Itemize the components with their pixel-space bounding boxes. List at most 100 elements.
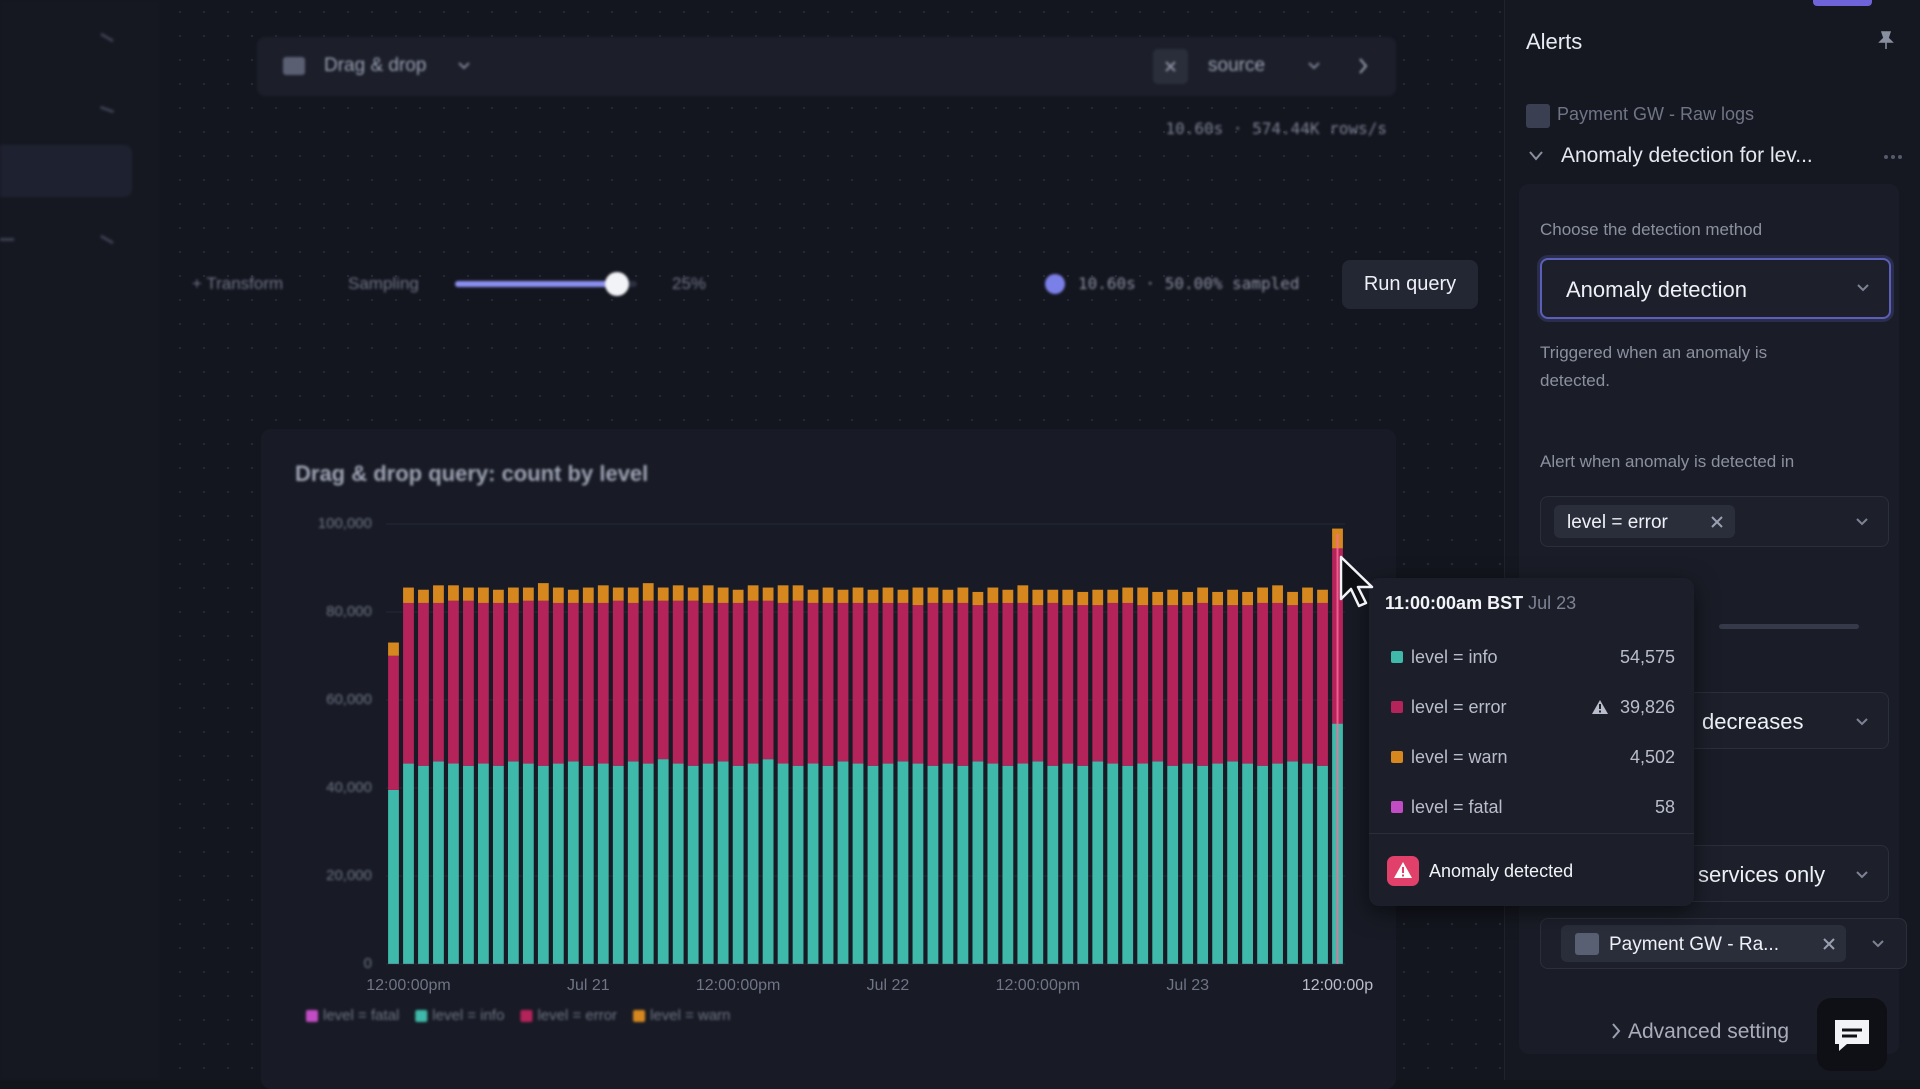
sidebar-active-item[interactable] xyxy=(0,145,132,197)
chat-icon xyxy=(1817,998,1887,1071)
tooltip-swatch xyxy=(1391,701,1403,713)
method-select[interactable]: Anomaly detection xyxy=(1540,258,1891,319)
bar-segment xyxy=(1152,761,1163,963)
bar-segment xyxy=(1107,590,1118,603)
bar-segment xyxy=(1287,592,1298,605)
bar-segment xyxy=(583,766,594,964)
chevron-right[interactable] xyxy=(1357,57,1369,75)
sampling-value: 25% xyxy=(672,274,706,294)
bar-segment xyxy=(898,761,909,963)
bar-segment xyxy=(1062,605,1073,763)
services-value: services only xyxy=(1698,862,1825,888)
bar-segment xyxy=(688,766,699,964)
remove-chip[interactable] xyxy=(1710,515,1724,529)
bar-segment xyxy=(523,764,534,964)
bar-segment xyxy=(987,764,998,964)
bar-segment xyxy=(1002,603,1013,766)
bar-segment xyxy=(1077,605,1088,766)
bar-segment xyxy=(793,585,804,600)
bar-segment xyxy=(987,603,998,764)
bar-segment xyxy=(703,764,714,964)
pin-icon[interactable] xyxy=(1877,30,1895,50)
workspace: Drag & drop source 10.60s · 574.44K rows… xyxy=(0,0,1504,1080)
collapse-chevron[interactable] xyxy=(1528,150,1544,162)
bar-segment xyxy=(628,588,639,603)
bar-segment xyxy=(643,601,654,764)
expand-chevron[interactable] xyxy=(1610,1022,1622,1040)
bar-segment xyxy=(433,603,444,761)
bar-segment xyxy=(1032,590,1043,605)
bar-segment xyxy=(1257,588,1268,603)
bar-segment xyxy=(598,764,609,964)
run-query-button[interactable]: Run query xyxy=(1342,260,1478,309)
bar-segment xyxy=(793,766,804,964)
chart: 020,00040,00060,00080,000100,00012:00:00… xyxy=(261,429,1396,1080)
query-mode[interactable]: Drag & drop xyxy=(324,55,426,77)
field-select[interactable]: source xyxy=(1208,55,1265,77)
bar-segment xyxy=(433,585,444,603)
legend-label: level = fatal xyxy=(323,1007,399,1024)
bar-segment xyxy=(868,766,879,964)
tooltip-series: level = warn xyxy=(1411,747,1508,768)
mouse-cursor xyxy=(1338,554,1378,610)
advanced-settings[interactable]: Advanced setting xyxy=(1628,1020,1789,1044)
bar-segment xyxy=(688,601,699,766)
sensitivity-slider[interactable] xyxy=(1719,624,1859,629)
bar-segment xyxy=(1197,766,1208,964)
bar-segment xyxy=(388,790,399,964)
tooltip-swatch xyxy=(1391,751,1403,763)
tooltip-series: level = fatal xyxy=(1411,797,1503,818)
query-bar[interactable]: Drag & drop source xyxy=(257,37,1396,96)
bar-segment xyxy=(673,764,684,964)
service-icon xyxy=(1575,933,1599,955)
bar-segment xyxy=(913,764,924,964)
bar-segment xyxy=(1272,764,1283,964)
transform-button[interactable]: + Transform xyxy=(192,274,283,294)
anomaly-label: Anomaly detected xyxy=(1429,861,1573,882)
bar-segment xyxy=(928,766,939,964)
bar-segment xyxy=(1227,761,1238,963)
tooltip-value: 54,575 xyxy=(1620,647,1675,668)
bar-segment xyxy=(448,585,459,600)
y-tick-label: 0 xyxy=(364,955,372,972)
bar-segment xyxy=(943,764,954,964)
service-select[interactable]: Payment GW - Ra... xyxy=(1540,918,1907,969)
more-menu[interactable] xyxy=(1883,154,1903,160)
bar-segment xyxy=(1227,605,1238,761)
bar-segment xyxy=(1272,603,1283,764)
x-tick-label: Jul 21 xyxy=(567,977,610,994)
clear-button[interactable] xyxy=(1153,49,1188,84)
x-tick-label: Jul 23 xyxy=(1166,977,1209,994)
sampling-slider[interactable] xyxy=(455,281,637,287)
sidebar xyxy=(0,0,160,1080)
tooltip-series: level = error xyxy=(1411,697,1507,718)
remove-chip[interactable] xyxy=(1822,937,1836,951)
bar-segment xyxy=(1017,585,1028,603)
bar-segment xyxy=(388,656,399,790)
bar-segment xyxy=(733,603,744,766)
bar-segment xyxy=(418,590,429,603)
bar-segment xyxy=(478,603,489,764)
bar-segment xyxy=(403,588,414,603)
slider-knob[interactable] xyxy=(605,272,629,296)
scope-chip: level = error xyxy=(1554,505,1735,538)
bar-segment xyxy=(463,588,474,601)
bar-segment xyxy=(508,603,519,761)
bar-segment xyxy=(1302,603,1313,764)
bar-segment xyxy=(688,588,699,601)
legend-label: level = warn xyxy=(650,1007,730,1024)
bar-segment xyxy=(1002,766,1013,964)
bar-segment xyxy=(628,603,639,761)
y-tick-label: 60,000 xyxy=(326,691,372,708)
direction-value: decreases xyxy=(1702,709,1804,735)
bar-segment xyxy=(1167,766,1178,964)
bar-segment xyxy=(1182,605,1193,763)
scope-select[interactable]: level = error xyxy=(1540,496,1889,547)
alert-name: Anomaly detection for lev... xyxy=(1561,144,1813,168)
chat-button[interactable] xyxy=(1817,998,1887,1071)
bar-segment xyxy=(613,766,624,964)
bar-segment xyxy=(493,603,504,766)
